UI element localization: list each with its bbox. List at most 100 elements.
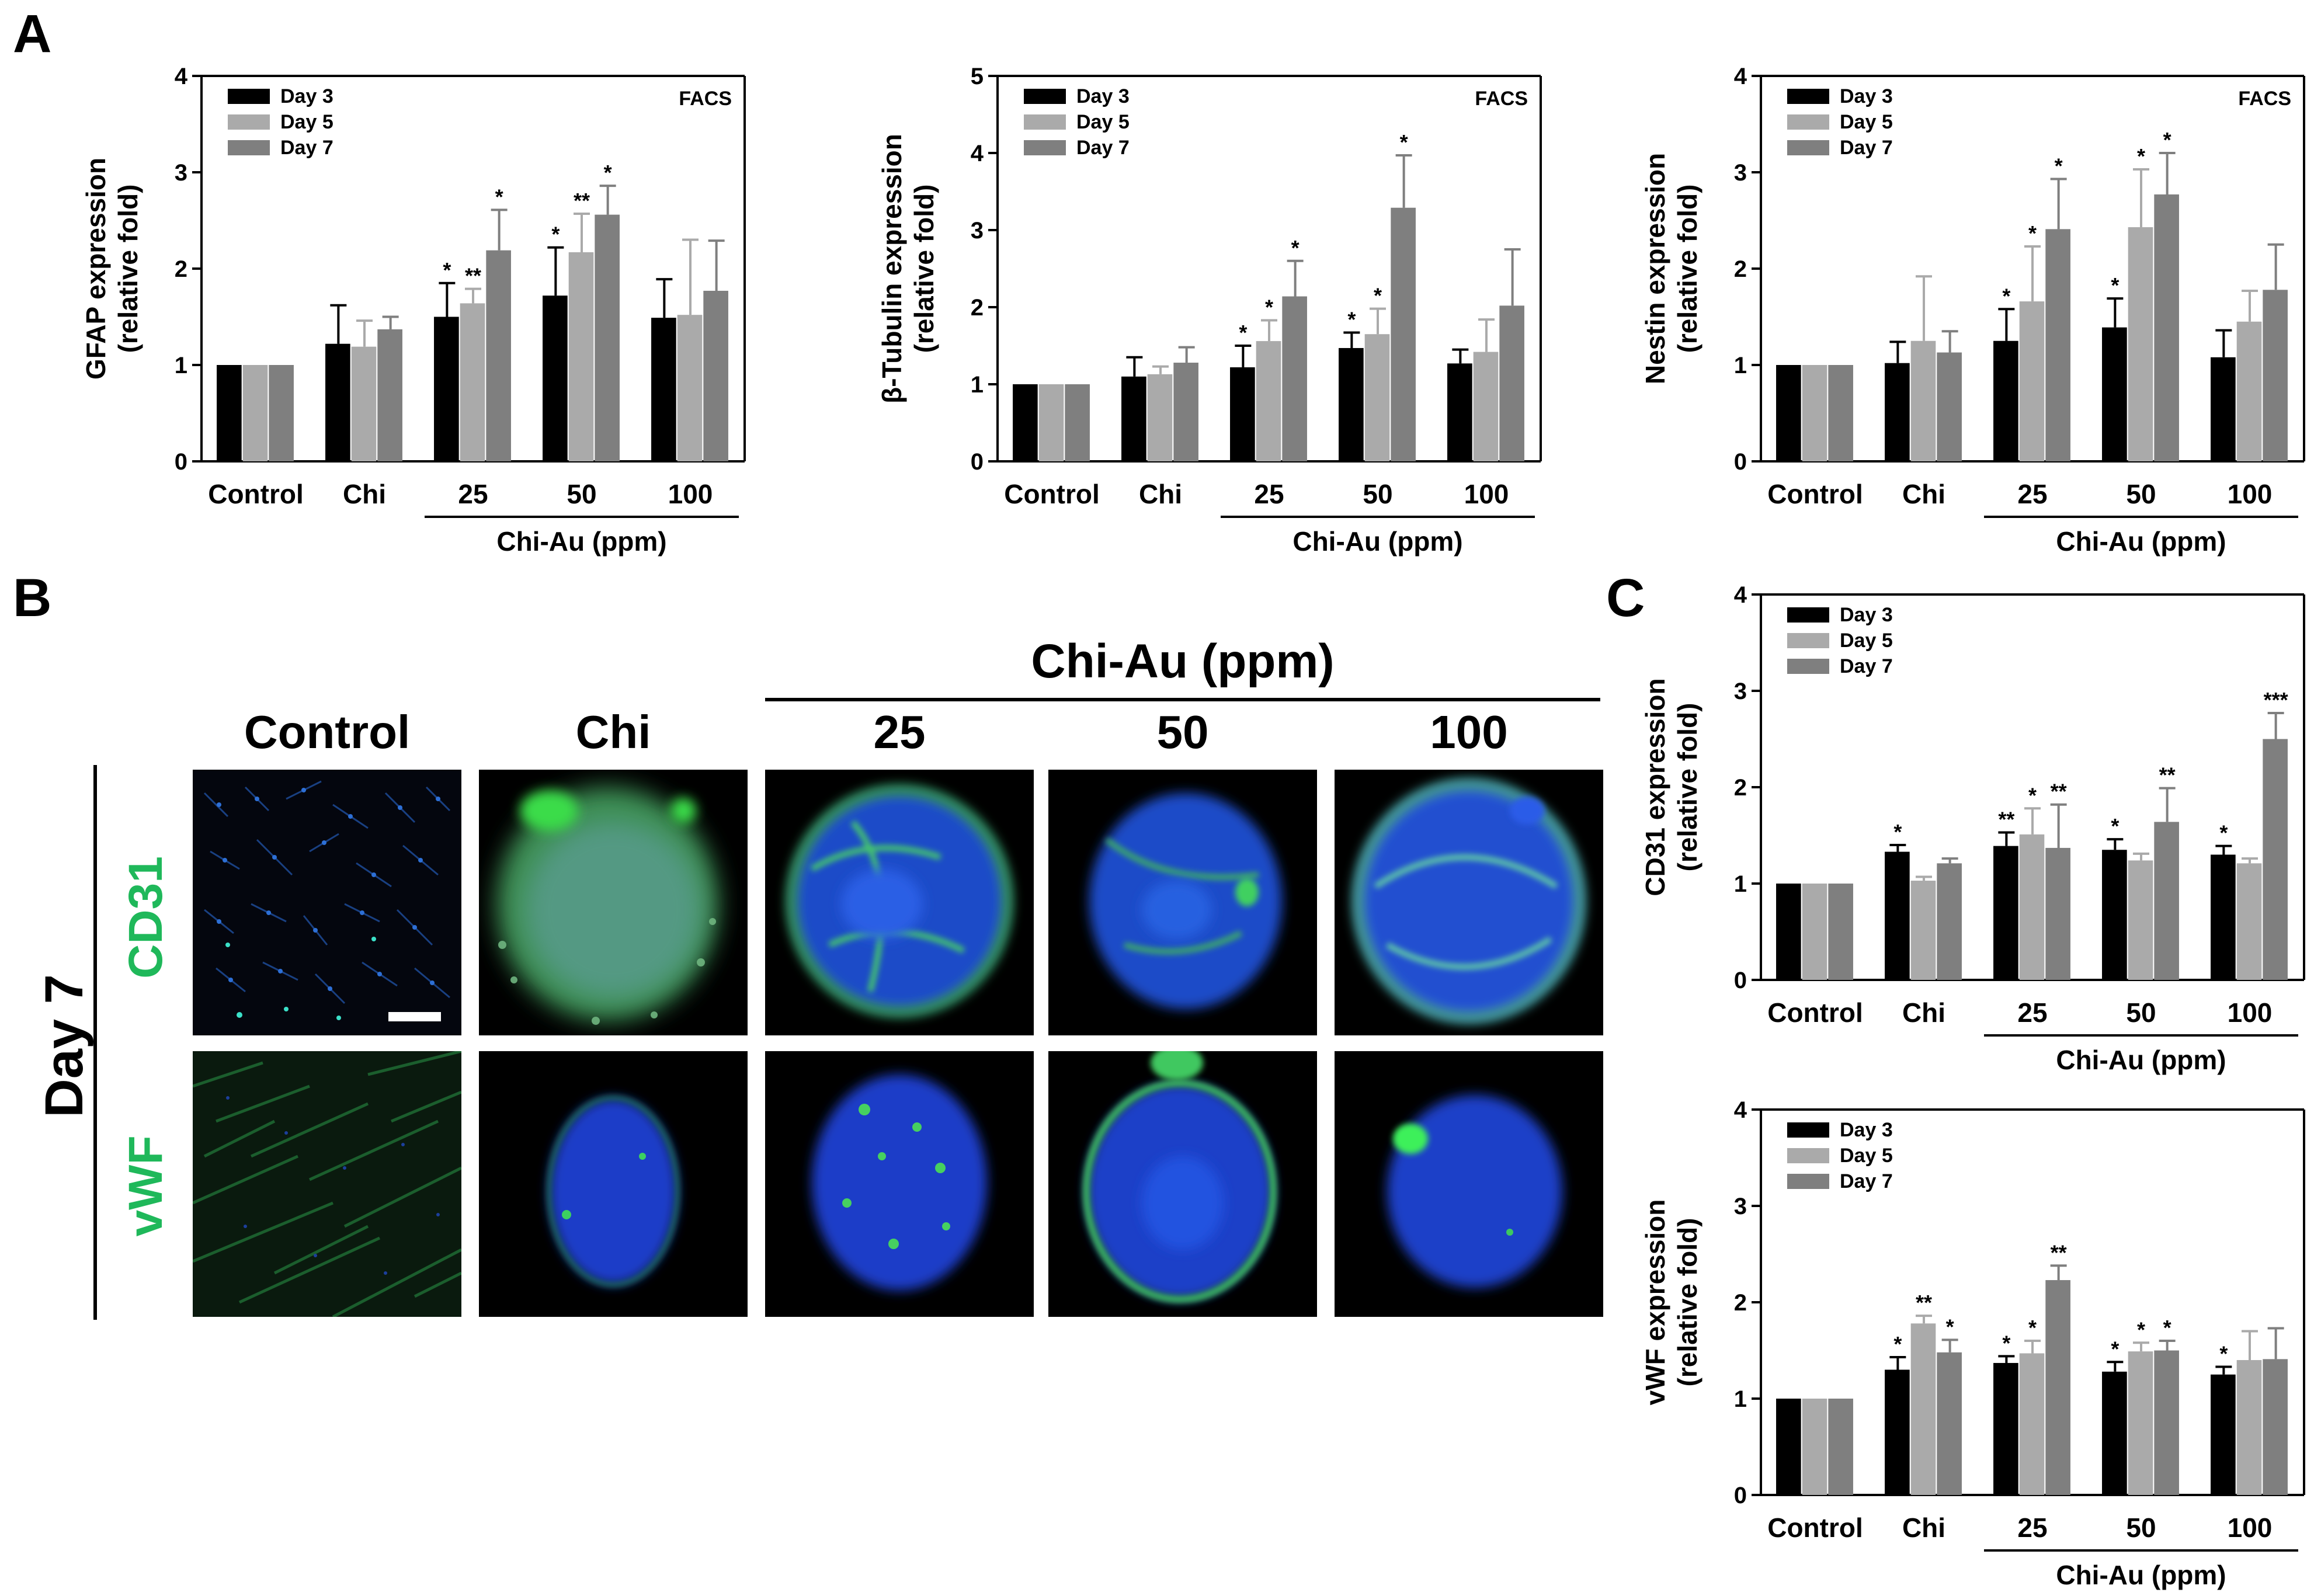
legend-swatch xyxy=(1787,1122,1829,1138)
bar xyxy=(2019,301,2045,461)
x-tick-label: Chi xyxy=(1902,997,1945,1028)
x-tick-label: 25 xyxy=(2017,1512,2047,1543)
bar xyxy=(2045,229,2070,461)
significance-marker: * xyxy=(2219,821,2228,845)
bar xyxy=(1776,365,1801,461)
significance-marker: * xyxy=(1893,820,1902,844)
bar xyxy=(1447,363,1472,461)
significance-marker: * xyxy=(443,258,451,282)
significance-marker: ** xyxy=(574,189,590,213)
legend-label: Day 5 xyxy=(1840,111,1893,133)
y-tick-label: 1 xyxy=(1734,353,1747,378)
x-tick-label: 25 xyxy=(2017,479,2047,509)
bar xyxy=(1256,341,1281,461)
x-tick-label: 50 xyxy=(567,479,596,509)
chart-annotation: FACS xyxy=(1475,88,1528,110)
micrograph-col-header-50: 50 xyxy=(1156,706,1209,758)
bar xyxy=(1910,1323,1936,1495)
x-tick-label: Control xyxy=(1767,997,1863,1028)
significance-marker: ** xyxy=(1916,1291,1932,1315)
x-tick-label: Chi xyxy=(1902,479,1945,509)
bar xyxy=(651,318,676,461)
legend-swatch xyxy=(1024,114,1066,130)
legend-label: Day 7 xyxy=(1840,1170,1893,1192)
chart-gfap: 0 1 2 3 4 GFAP expression (relative fold) FACS D… xyxy=(81,64,746,557)
legend-swatch xyxy=(1024,140,1066,155)
y-tick-label: 4 xyxy=(1734,1097,1747,1123)
x-tick-label: Control xyxy=(1004,479,1100,509)
significance-marker: ** xyxy=(2051,1240,2067,1264)
y-axis-label-units: (relative fold) xyxy=(1672,703,1702,872)
x-tick-label: 25 xyxy=(458,479,488,509)
bar xyxy=(2102,327,2127,461)
micrograph-cd31-50 xyxy=(1048,770,1317,1035)
significance-marker: * xyxy=(2111,814,2119,838)
y-tick-label: 5 xyxy=(971,64,984,89)
bar xyxy=(486,250,511,461)
significance-marker: * xyxy=(2219,1342,2228,1366)
y-tick-label: 3 xyxy=(971,218,984,244)
chart-annotation: FACS xyxy=(679,88,732,110)
significance-marker: * xyxy=(1265,295,1273,319)
bar xyxy=(2236,863,2262,980)
micrograph-col-header-control: Control xyxy=(244,706,411,758)
bar xyxy=(2102,850,2127,980)
significance-marker: * xyxy=(2111,1337,2119,1361)
legend-label: Day 3 xyxy=(1840,604,1893,626)
bar xyxy=(1937,863,1962,980)
bar xyxy=(1339,347,1364,461)
bar xyxy=(1802,1399,1827,1495)
micrograph-vwf-control xyxy=(193,1051,461,1317)
group-label: Chi-Au (ppm) xyxy=(496,526,666,557)
y-tick-label: 1 xyxy=(971,372,984,398)
legend-swatch xyxy=(1787,607,1829,623)
bar xyxy=(1147,374,1173,461)
significance-marker: * xyxy=(2163,1316,2171,1340)
legend-swatch xyxy=(228,89,270,104)
significance-marker: * xyxy=(1374,284,1382,308)
x-tick-label: 50 xyxy=(2126,479,2156,509)
bar xyxy=(1802,884,1827,980)
bar xyxy=(1828,1399,1853,1495)
significance-marker: * xyxy=(2163,128,2171,152)
bar xyxy=(1473,352,1499,461)
micrograph-group-header: Chi-Au (ppm) xyxy=(1031,635,1335,688)
y-tick-label: 3 xyxy=(1734,679,1747,704)
y-tick-label: 2 xyxy=(1734,256,1747,282)
y-tick-label: 3 xyxy=(1734,160,1747,186)
y-tick-label: 2 xyxy=(175,256,187,282)
bar xyxy=(568,252,594,461)
legend-label: Day 5 xyxy=(1840,1145,1893,1167)
group-label: Chi-Au (ppm) xyxy=(2056,526,2226,557)
bar xyxy=(1910,340,1936,461)
bar xyxy=(2154,822,2179,980)
legend-swatch xyxy=(1024,89,1066,104)
bar xyxy=(2263,290,2288,461)
x-tick-label: 25 xyxy=(1254,479,1284,509)
x-tick-label: Control xyxy=(1767,479,1863,509)
x-tick-label: 50 xyxy=(2126,997,2156,1028)
legend-swatch xyxy=(1787,140,1829,155)
significance-marker: * xyxy=(2111,273,2119,297)
legend-label: Day 3 xyxy=(280,85,333,107)
bar xyxy=(1802,365,1827,461)
bar xyxy=(2019,1353,2045,1495)
bar xyxy=(1885,851,1910,980)
bar xyxy=(1776,884,1801,980)
y-axis-label: β-Tubulin expression xyxy=(877,134,907,404)
bar xyxy=(1499,305,1524,461)
significance-marker: * xyxy=(2002,1331,2010,1355)
micrograph-cd31-25 xyxy=(765,770,1034,1035)
bar xyxy=(2154,194,2179,461)
bar xyxy=(543,295,568,461)
significance-marker: *** xyxy=(2264,688,2288,712)
bar xyxy=(1885,1369,1910,1495)
y-tick-label: 3 xyxy=(1734,1194,1747,1219)
x-tick-label: 50 xyxy=(1363,479,1392,509)
bar xyxy=(217,365,242,461)
bar xyxy=(434,317,459,461)
legend-swatch xyxy=(1787,1174,1829,1189)
group-label: Chi-Au (ppm) xyxy=(2056,1045,2226,1075)
micrograph-vwf-chi xyxy=(479,1051,748,1317)
